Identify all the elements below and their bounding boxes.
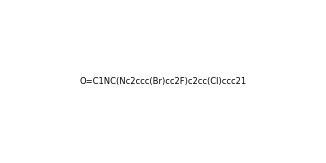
Text: O=C1NC(Nc2ccc(Br)cc2F)c2cc(Cl)ccc21: O=C1NC(Nc2ccc(Br)cc2F)c2cc(Cl)ccc21 <box>80 77 246 86</box>
